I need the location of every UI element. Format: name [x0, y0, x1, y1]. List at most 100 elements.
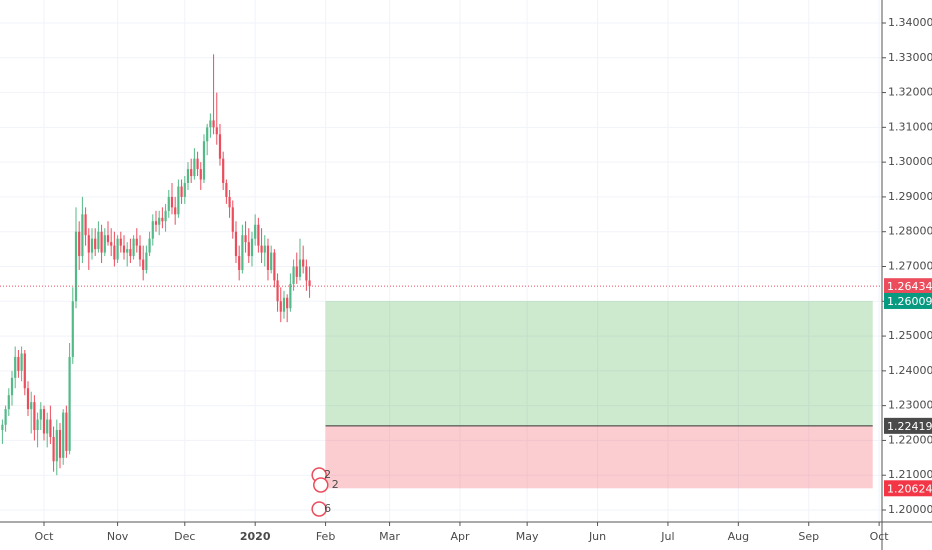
x-tick-label: Apr [450, 530, 470, 543]
x-tick-label: Feb [316, 530, 335, 543]
candle-body [148, 238, 151, 253]
candle-body [84, 214, 87, 236]
candle-body [292, 266, 295, 284]
candle-body [247, 242, 250, 257]
price-tag [884, 480, 932, 497]
candle-body [135, 238, 138, 246]
candle-body [4, 409, 7, 425]
candle-body [74, 231, 78, 302]
candle-body [279, 301, 282, 312]
x-tick-label: Sep [798, 530, 819, 543]
price-tag [884, 417, 932, 434]
candle-body [270, 252, 273, 270]
candle-body [65, 412, 68, 451]
y-tick-label: 1.21000 [888, 468, 932, 481]
candle-body [289, 283, 292, 309]
candle-body [30, 402, 33, 410]
candle-body [183, 183, 186, 197]
y-tick-label: 1.23000 [888, 399, 932, 412]
candle-body [164, 210, 167, 222]
candle-body [209, 120, 212, 128]
candle-body [170, 196, 174, 208]
candle-body [126, 249, 129, 253]
candle-body [244, 235, 247, 243]
candle-body [10, 377, 14, 396]
candle-body [260, 245, 263, 253]
candle-body [215, 127, 218, 135]
candle-body [26, 388, 30, 410]
price-tag-label: 1.20624 [887, 482, 932, 495]
candle-body [180, 186, 183, 197]
x-tick-label: Aug [728, 530, 749, 543]
candle-body [161, 217, 164, 222]
y-tick-label: 1.27000 [888, 259, 932, 272]
event-count: 6 [324, 502, 331, 515]
candle-body [129, 249, 132, 257]
candle-body [36, 419, 39, 430]
candle-body [158, 217, 161, 225]
candle-body [222, 158, 225, 184]
candle-body [308, 280, 311, 287]
candle-body [174, 207, 177, 215]
candle-body [206, 127, 209, 142]
candle-body [231, 207, 234, 232]
candle-body [90, 238, 94, 253]
candle-body [212, 120, 215, 128]
x-tick-label: Jul [660, 530, 674, 543]
candle-body [7, 395, 10, 410]
event-icon[interactable] [313, 477, 329, 493]
price-tag-label: 1.26434 [887, 280, 932, 293]
candle-body [167, 196, 170, 211]
candle-body [132, 238, 135, 257]
event-icon[interactable] [311, 501, 327, 517]
candle-body [52, 436, 55, 462]
y-tick-label: 1.30000 [888, 155, 932, 168]
candle-body [266, 245, 270, 270]
x-tick-label: Mar [379, 530, 400, 543]
candle-body [298, 259, 302, 277]
candle-body [151, 221, 154, 239]
candle-body [186, 169, 190, 184]
y-tick-label: 1.28000 [888, 225, 932, 238]
candle-body [14, 356, 17, 378]
candle-body [100, 231, 103, 253]
y-tick-label: 1.29000 [888, 190, 932, 203]
candle-body [110, 242, 113, 246]
candle-body [78, 231, 81, 257]
candle-body [154, 221, 158, 225]
event-count: 2 [332, 478, 339, 491]
candle-body [49, 419, 52, 437]
x-tick-label: May [516, 530, 539, 543]
candle-body [225, 183, 228, 197]
candle-body [241, 235, 244, 270]
candle-body [177, 186, 180, 215]
candle-body [81, 214, 84, 257]
price-tag-label: 1.26009 [887, 295, 932, 308]
loss-zone [325, 425, 873, 489]
candle-body [276, 280, 279, 302]
candle-body [116, 238, 119, 260]
candle-body [46, 419, 49, 434]
candle-body [68, 356, 71, 451]
candle-body [17, 356, 20, 371]
candle-body [234, 231, 238, 257]
y-tick-label: 1.34000 [888, 16, 932, 29]
x-tick-label: Dec [174, 530, 195, 543]
candle-body [145, 252, 148, 270]
candle-body [254, 224, 257, 239]
candle-body [113, 245, 116, 260]
candle-body [257, 224, 260, 246]
candle-body [142, 259, 145, 270]
y-tick-label: 1.31000 [888, 120, 932, 133]
candle-body [119, 238, 122, 246]
candle-body [250, 238, 254, 257]
x-tick-label: Oct [34, 530, 54, 543]
y-tick-label: 1.20000 [888, 503, 932, 516]
candle-body [55, 429, 58, 462]
candle-body [106, 235, 110, 243]
candle-body [305, 266, 308, 281]
candle-body [286, 297, 289, 309]
price-tag-label: 1.22419 [887, 420, 932, 433]
candle-body [238, 256, 241, 270]
